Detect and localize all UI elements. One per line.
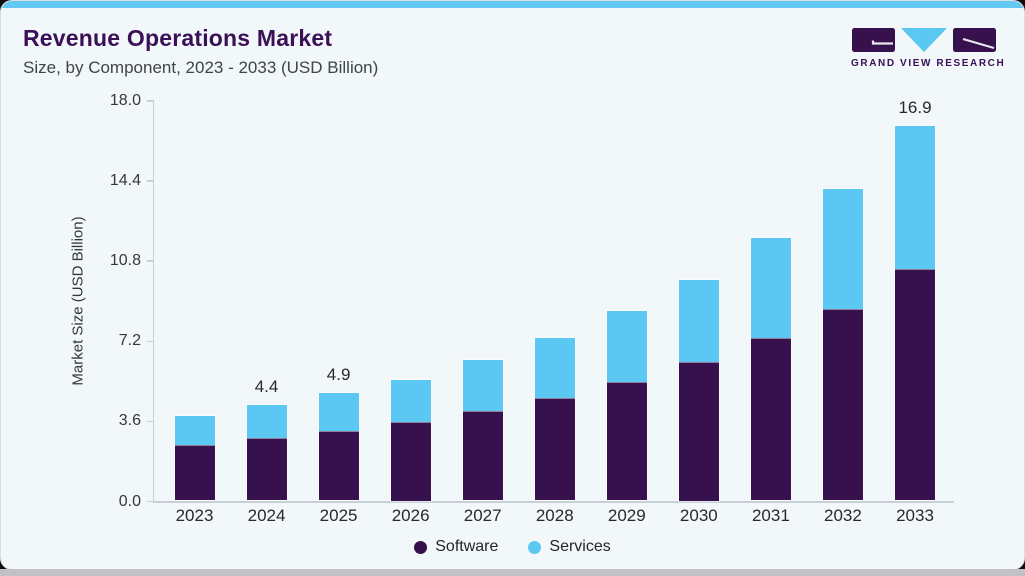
page-subtitle: Size, by Component, 2023 - 2033 (USD Bil… xyxy=(23,58,379,77)
legend-item-software: Software xyxy=(414,538,498,556)
y-tick-label: 18.0 xyxy=(109,92,141,109)
x-tick-label-2023: 2023 xyxy=(175,506,214,525)
y-tick-mark xyxy=(146,260,154,262)
bar-segment-software-2026 xyxy=(390,422,431,501)
y-tick-mark xyxy=(146,180,154,182)
bar-segment-software-2029 xyxy=(606,382,647,501)
bar-segment-services-2026 xyxy=(390,380,431,423)
x-tick-label-2032: 2032 xyxy=(824,506,862,525)
y-axis-title: Market Size (USD Billion) xyxy=(69,216,87,386)
bar-2029 xyxy=(605,310,648,502)
y-tick-mark xyxy=(146,420,154,423)
x-tick-label-2029: 2029 xyxy=(607,506,646,525)
y-tick-mark xyxy=(146,100,154,102)
y-tick-label: 7.2 xyxy=(118,332,141,350)
bar-segment-services-2033 xyxy=(895,126,935,269)
y-tick-label: 14.4 xyxy=(109,172,141,190)
bar-2023 xyxy=(173,414,216,502)
data-label-2025: 4.9 xyxy=(326,365,351,385)
bar-2027 xyxy=(461,359,504,502)
data-label-2024: 4.4 xyxy=(254,376,279,396)
legend-dot-software xyxy=(414,540,428,554)
bar-segment-software-2031 xyxy=(750,337,791,501)
x-tick-label-2027: 2027 xyxy=(463,506,502,525)
y-tick-label: 3.6 xyxy=(118,412,141,430)
legend-label-software: Software xyxy=(435,538,499,555)
legend-item-services: Services xyxy=(528,538,611,556)
bar-2028 xyxy=(533,336,576,502)
card-top-accent xyxy=(1,1,1024,8)
logo-company-name: GRAND VIEW RESEARCH xyxy=(851,58,1006,69)
x-axis-line xyxy=(152,501,955,503)
x-tick-label-2024: 2024 xyxy=(247,506,286,525)
x-tick-label-2026: 2026 xyxy=(391,506,430,525)
bar-segment-software-2030 xyxy=(678,362,719,501)
y-tick-mark xyxy=(146,340,154,343)
x-tick-label-2028: 2028 xyxy=(535,506,574,525)
x-tick-label-2030: 2030 xyxy=(679,506,718,525)
bar-segment-services-2028 xyxy=(534,337,575,398)
bar-segment-services-2029 xyxy=(606,311,647,383)
bar-segment-software-2033 xyxy=(895,268,935,501)
bar-segment-software-2027 xyxy=(462,411,503,501)
x-tick-label-2031: 2031 xyxy=(751,506,790,525)
bar-segment-services-2031 xyxy=(750,237,791,338)
bar-2024 xyxy=(245,403,288,502)
legend-label-services: Services xyxy=(549,538,611,555)
y-tick-label: 10.8 xyxy=(109,252,141,270)
bar-segment-services-2023 xyxy=(174,415,215,445)
bottom-page-strip xyxy=(0,569,1025,576)
page-title: Revenue Operations Market xyxy=(23,25,333,51)
bar-segment-services-2024 xyxy=(246,404,287,438)
y-axis-line xyxy=(152,101,155,503)
bar-2030 xyxy=(677,279,720,502)
bar-segment-software-2023 xyxy=(174,444,215,501)
chart-legend: Software Services xyxy=(1,538,1024,556)
bar-segment-software-2024 xyxy=(246,437,287,501)
bar-segment-software-2028 xyxy=(534,397,575,501)
bar-segment-software-2025 xyxy=(318,431,359,501)
bar-2026 xyxy=(389,379,432,502)
bar-segment-services-2032 xyxy=(822,188,863,309)
legend-dot-services xyxy=(528,540,542,554)
data-label-2033: 16.9 xyxy=(898,98,932,118)
bar-segment-services-2030 xyxy=(678,280,719,363)
y-tick-label: 0.0 xyxy=(118,492,141,510)
bar-2025 xyxy=(317,392,360,502)
bar-segment-services-2027 xyxy=(462,360,503,412)
x-tick-label-2033: 2033 xyxy=(896,506,934,525)
bar-segment-software-2032 xyxy=(822,308,863,501)
bar-2033 xyxy=(894,125,936,502)
x-tick-label-2025: 2025 xyxy=(319,506,358,525)
gvr-logo-icon xyxy=(852,28,996,52)
bar-2032 xyxy=(821,187,864,502)
y-tick-mark xyxy=(146,500,154,503)
grand-view-research-logo: GRAND VIEW RESEARCH xyxy=(851,27,1006,69)
bar-segment-services-2025 xyxy=(318,393,359,432)
bar-2031 xyxy=(749,236,792,502)
